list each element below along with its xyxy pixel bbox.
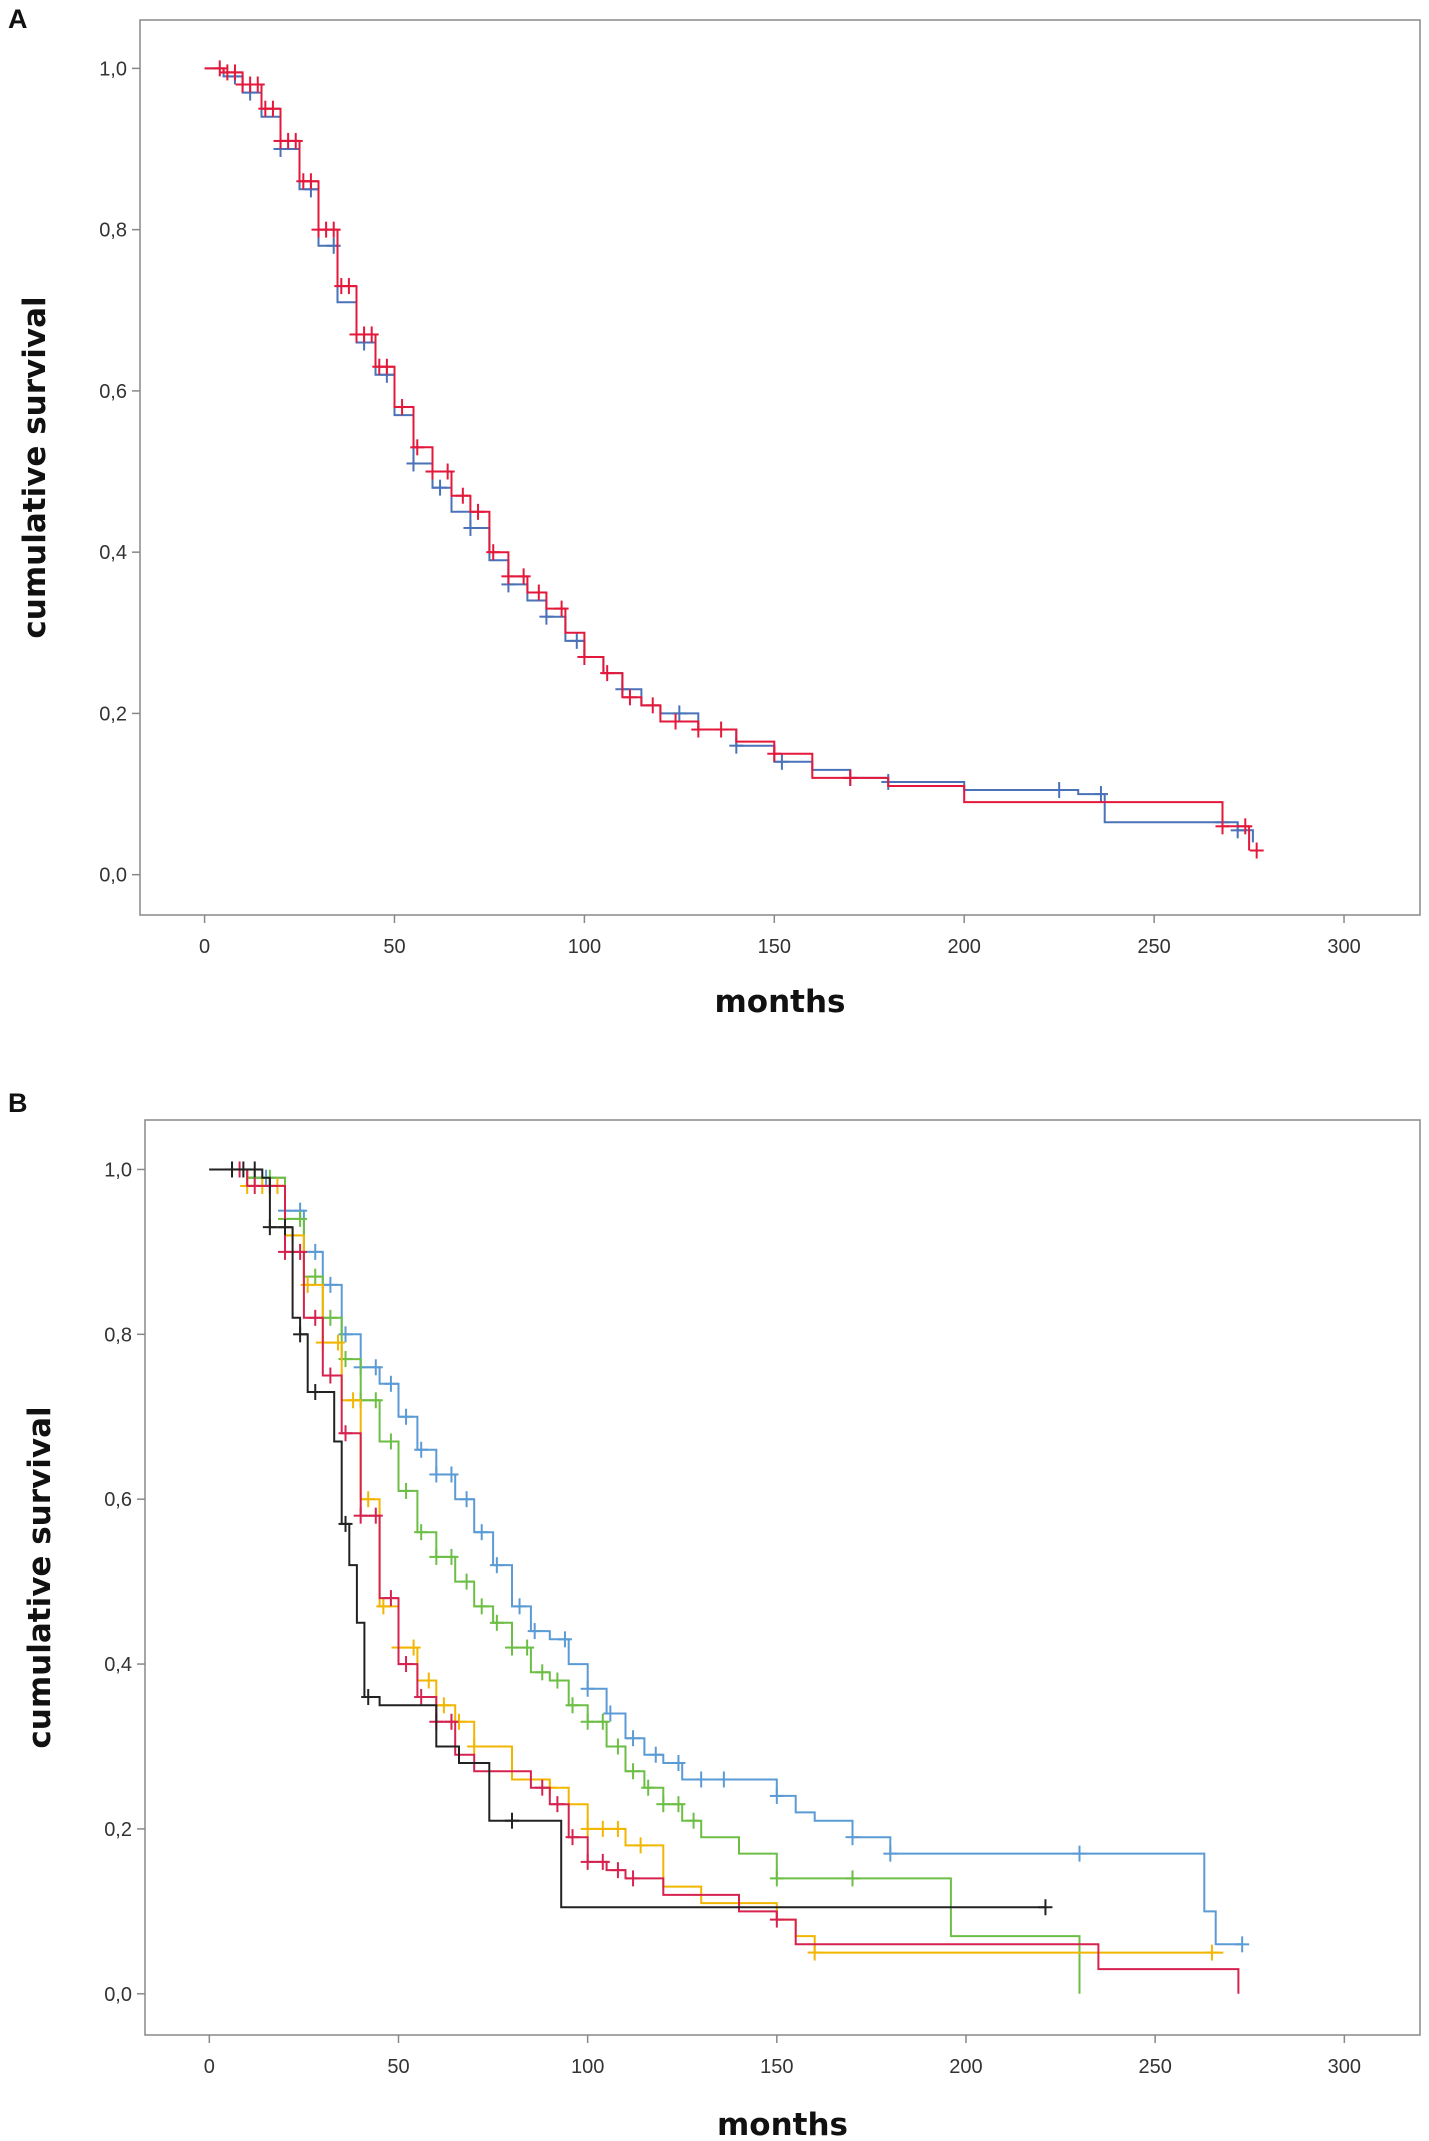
survival-line-series-red — [209, 1168, 1240, 1994]
series-series-yellow — [209, 1168, 1224, 1961]
y-tick-label: 0,8 — [99, 220, 127, 242]
series-series-1 — [204, 67, 1254, 843]
x-tick-label: 0 — [204, 2056, 215, 2078]
survival-line-series-black — [209, 1168, 1046, 1909]
y-axis-title: cumulative survival — [17, 296, 53, 638]
y-tick-label: 0,4 — [99, 542, 127, 564]
x-tick-label: 150 — [760, 2056, 793, 2078]
panel-label-a: A — [8, 4, 28, 34]
y-tick-label: 0,6 — [99, 381, 127, 403]
y-tick-label: 0,6 — [104, 1489, 132, 1511]
x-tick-label: 100 — [568, 936, 601, 958]
y-axis-title: cumulative survival — [22, 1406, 58, 1748]
x-axis-title: months — [717, 2107, 848, 2141]
panel-label-b: B — [8, 1088, 28, 1118]
series-series-red — [209, 1161, 1240, 1994]
chart-panel-a: 0 50 100 150 200 250 300 0,0 0,2 0,4 0,6 0,8 1,0 mont… — [17, 19, 1421, 1020]
y-tick-label: 0,0 — [104, 1984, 132, 2006]
plot-frame — [139, 19, 1421, 916]
series-series-2 — [204, 60, 1264, 859]
survival-line-series-yellow — [209, 1168, 1224, 1954]
x-tick-label: 50 — [387, 2056, 409, 2078]
chart-panel-b: 0 50 100 150 200 250 300 0,0 0,2 0,4 0,6 0,8 1,0 mont… — [22, 1119, 1421, 2141]
x-tick-label: 0 — [199, 936, 210, 958]
x-tick-label: 50 — [383, 936, 405, 958]
survival-line-series-green — [209, 1168, 1081, 1994]
x-axis-title: months — [714, 984, 845, 1020]
y-tick-label: 0,2 — [104, 1819, 132, 1841]
survival-line-series-2 — [204, 67, 1251, 851]
x-tick-label: 300 — [1327, 936, 1360, 958]
y-tick-label: 1,0 — [99, 58, 127, 80]
y-tick-label: 0,2 — [99, 703, 127, 725]
x-tick-label: 200 — [949, 2056, 982, 2078]
x-tick-label: 150 — [758, 936, 791, 958]
survival-line-series-blue — [209, 1168, 1243, 1946]
x-tick-label: 250 — [1137, 936, 1170, 958]
x-tick-label: 300 — [1328, 2056, 1361, 2078]
y-tick-label: 0,4 — [104, 1654, 132, 1676]
plot-frame — [144, 1119, 1421, 2036]
x-tick-label: 200 — [948, 936, 981, 958]
series-series-blue — [209, 1168, 1250, 1953]
y-tick-label: 0,0 — [99, 865, 127, 887]
series-series-black — [209, 1161, 1053, 1916]
series-series-green — [209, 1168, 1081, 1994]
survival-line-series-1 — [204, 67, 1254, 843]
x-tick-label: 100 — [571, 2056, 604, 2078]
x-tick-label: 250 — [1138, 2056, 1171, 2078]
y-tick-label: 1,0 — [104, 1159, 132, 1181]
y-tick-label: 0,8 — [104, 1324, 132, 1346]
